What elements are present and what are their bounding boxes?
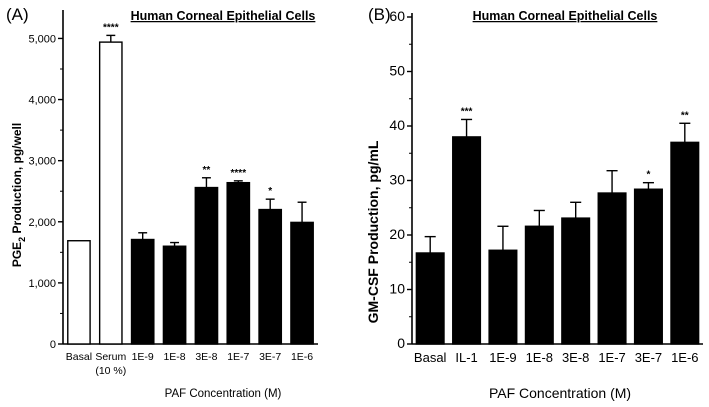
bar-1e-6 — [670, 141, 700, 345]
x-axis-label: PAF Concentration (M) — [489, 385, 631, 401]
x-axis-label: PAF Concentration (M) — [165, 388, 282, 400]
bar-1e-7 — [226, 181, 251, 345]
y-tick-label: 1,000 — [28, 278, 56, 290]
significance-marker: *** — [461, 106, 473, 117]
bar-3e-7 — [258, 208, 283, 345]
bar-3e-8 — [194, 186, 219, 345]
y-tick-label: 3,000 — [28, 156, 56, 168]
category-label: 1E-8 — [163, 351, 185, 363]
panel-label: (A) — [6, 5, 29, 24]
category-sublabel: (10 %) — [95, 365, 126, 377]
bar-1e-9 — [130, 238, 155, 345]
category-label: 1E-8 — [526, 350, 553, 365]
category-label: 1E-7 — [227, 351, 249, 363]
y-label-prefix: PGE — [10, 242, 24, 267]
y-axis-label: PGE2 Production, pg/well — [10, 123, 27, 267]
category-label: 3E-7 — [259, 351, 281, 363]
bar-basal — [415, 252, 445, 345]
category-label: 3E-7 — [635, 350, 662, 365]
y-tick-label: 0 — [50, 339, 56, 351]
category-label: IL-1 — [455, 350, 477, 365]
chart-title: Human Corneal Epithelial Cells — [131, 9, 316, 23]
bar-3e-8 — [561, 217, 591, 345]
y-tick-label: 4,000 — [28, 95, 56, 107]
y-tick-label: 30 — [389, 172, 405, 188]
y-tick-label: 2,000 — [28, 217, 56, 229]
significance-marker: * — [646, 170, 650, 181]
category-label: 3E-8 — [562, 350, 589, 365]
category-label: 1E-9 — [132, 351, 154, 363]
category-label: Serum — [95, 351, 126, 363]
y-tick-label: 5,000 — [28, 33, 56, 45]
bar-3e-7 — [633, 188, 663, 345]
panel-label: (B) — [368, 5, 391, 24]
category-label: Basal — [414, 350, 447, 365]
y-label-suffix: Production, pg/well — [10, 123, 24, 237]
y-tick-label: 60 — [389, 8, 405, 24]
category-label: 3E-8 — [195, 351, 217, 363]
bar-basal — [67, 240, 91, 345]
significance-marker: ** — [681, 110, 689, 121]
y-label-subscript: 2 — [17, 237, 27, 242]
bar-1e-8 — [524, 225, 554, 345]
category-label: 1E-9 — [489, 350, 516, 365]
y-tick-label: 50 — [389, 63, 405, 79]
y-tick-label: 20 — [389, 226, 405, 242]
category-label: 1E-6 — [291, 351, 313, 363]
category-label: 1E-7 — [598, 350, 625, 365]
significance-marker: **** — [103, 22, 119, 33]
chart-title: Human Corneal Epithelial Cells — [473, 9, 658, 23]
bar-1e-8 — [162, 245, 187, 345]
y-tick-label: 40 — [389, 117, 405, 133]
bar-1e-9 — [488, 249, 518, 345]
y-axis-label: GM-CSF Production, pg/mL — [365, 140, 381, 323]
bar-1e-6 — [290, 221, 314, 345]
panel-a: (A) Human Corneal Epithelial Cells 0 1,000 2… — [6, 5, 318, 400]
bar-1e-7 — [597, 192, 627, 345]
y-tick-label: 0 — [397, 335, 405, 351]
bar-il-1 — [452, 136, 482, 345]
category-label: 1E-6 — [671, 350, 698, 365]
significance-marker: **** — [231, 168, 247, 179]
y-tick-label: 10 — [389, 281, 405, 297]
significance-marker: ** — [203, 165, 211, 176]
significance-marker: * — [268, 186, 272, 197]
category-label: Basal — [66, 351, 92, 363]
panel-b: (B) Human Corneal Epithelial Cells 0 10 20 30… — [365, 5, 703, 401]
bar-serum — [98, 41, 123, 345]
